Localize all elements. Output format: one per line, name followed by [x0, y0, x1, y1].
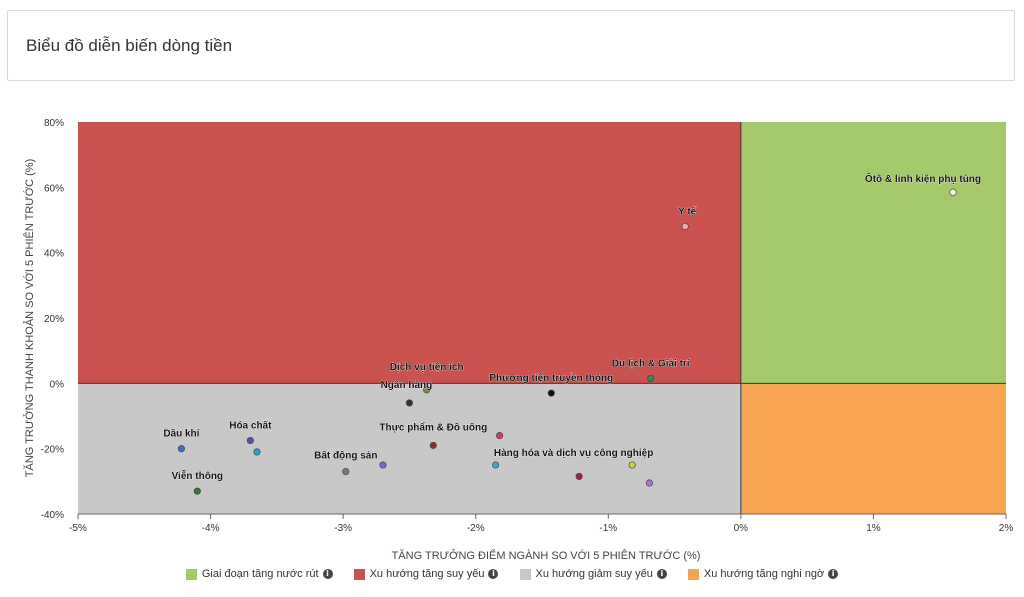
data-point-label: Dầu khí [163, 428, 200, 440]
x-tick-label: 1% [866, 523, 881, 534]
legend-item-doubtful-uptrend[interactable]: Xu hướng tăng nghi ngờ i [687, 568, 839, 580]
quadrant-4 [740, 383, 1006, 514]
legend-swatch [519, 568, 531, 580]
chart-legend: Giai đoạn tăng nước rút i Xu hướng tăng … [0, 568, 1024, 583]
chart-card: Biểu đồ diễn biến dòng tiền [7, 10, 1015, 81]
x-tick-label: -5% [69, 523, 87, 534]
data-point-label: Bất động sản [314, 450, 377, 462]
data-point-label: Du lịch & Giải trí [612, 358, 691, 369]
legend-label: Giai đoạn tăng nước rút [201, 568, 319, 580]
data-point [575, 472, 583, 480]
x-tick-label: -1% [599, 523, 617, 534]
data-point [379, 461, 387, 469]
data-point [681, 222, 689, 231]
x-tick-label: -3% [334, 523, 352, 534]
legend-swatch [185, 568, 197, 580]
data-point-label: Viễn thông [172, 469, 223, 482]
y-tick-label: -20% [41, 445, 64, 456]
data-point [177, 445, 185, 453]
legend-label: Xu hướng tăng suy yếu [369, 568, 485, 580]
data-point [193, 487, 201, 495]
legend-swatch [353, 568, 365, 580]
data-point [547, 389, 555, 397]
data-point-label: Phương tiện truyền thông [489, 372, 613, 384]
data-point-label: Hàng hóa và dịch vụ công nghiệp [494, 448, 653, 459]
data-point [405, 399, 413, 407]
x-tick-label: -2% [467, 523, 485, 534]
y-tick-label: 80% [44, 118, 64, 129]
legend-item-weakening-uptrend[interactable]: Xu hướng tăng suy yếu i [353, 568, 499, 580]
data-point [645, 479, 653, 487]
data-point [246, 436, 254, 445]
x-tick-label: 0% [734, 523, 749, 534]
legend-item-weakening-downtrend[interactable]: Xu hướng giảm suy yếu i [519, 568, 667, 580]
data-point [342, 467, 350, 476]
data-point-label: Ngân hàng [381, 380, 433, 391]
legend-swatch [687, 568, 699, 580]
legend-item-acceleration[interactable]: Giai đoạn tăng nước rút i [185, 568, 333, 580]
y-axis-title: TĂNG TRƯỞNG THANH KHOẢN SO VỚI 5 PHIÊN T… [23, 159, 36, 477]
data-point [429, 441, 437, 449]
data-point [949, 188, 957, 196]
info-icon[interactable]: i [322, 569, 333, 579]
info-icon[interactable]: i [656, 569, 667, 579]
data-point-label: Hóa chất [229, 420, 272, 432]
legend-label: Xu hướng tăng nghi ngờ [703, 568, 825, 580]
data-point [492, 461, 500, 469]
data-point-label: Thực phẩm & Đồ uống [379, 421, 487, 433]
data-point [496, 432, 504, 440]
y-tick-label: 40% [44, 249, 64, 260]
data-point-label: Ôtô & linh kiện phụ tùng [865, 172, 981, 185]
quadrant-2 [78, 122, 741, 384]
y-tick-label: 20% [44, 314, 64, 325]
x-tick-label: -4% [202, 523, 220, 534]
data-point [647, 374, 655, 382]
cashflow-scatter-chart: -5% -4% -3% -2% -1% 0% 1% 2% -40% -20% 0% 20% 40% 60%… [23, 118, 1014, 562]
data-point [423, 386, 431, 394]
y-tick-label: 0% [50, 379, 65, 390]
y-tick-label: 60% [44, 183, 64, 194]
card-title: Biểu đồ diễn biến dòng tiền [26, 36, 233, 55]
legend-label: Xu hướng giảm suy yếu [535, 568, 653, 580]
info-icon[interactable]: i [488, 569, 499, 579]
data-point [253, 448, 261, 456]
quadrant-1 [740, 122, 1006, 384]
data-point [628, 461, 636, 469]
data-point-label: Y tế [678, 206, 697, 218]
x-tick-label: 2% [999, 523, 1014, 534]
x-axis-title: TĂNG TRƯỞNG ĐIỂM NGÀNH SO VỚI 5 PHIÊN TR… [392, 549, 701, 562]
y-tick-label: -40% [41, 510, 64, 521]
data-point-label: Dịch vụ tiện ích [390, 362, 464, 373]
info-icon[interactable]: i [828, 569, 839, 579]
